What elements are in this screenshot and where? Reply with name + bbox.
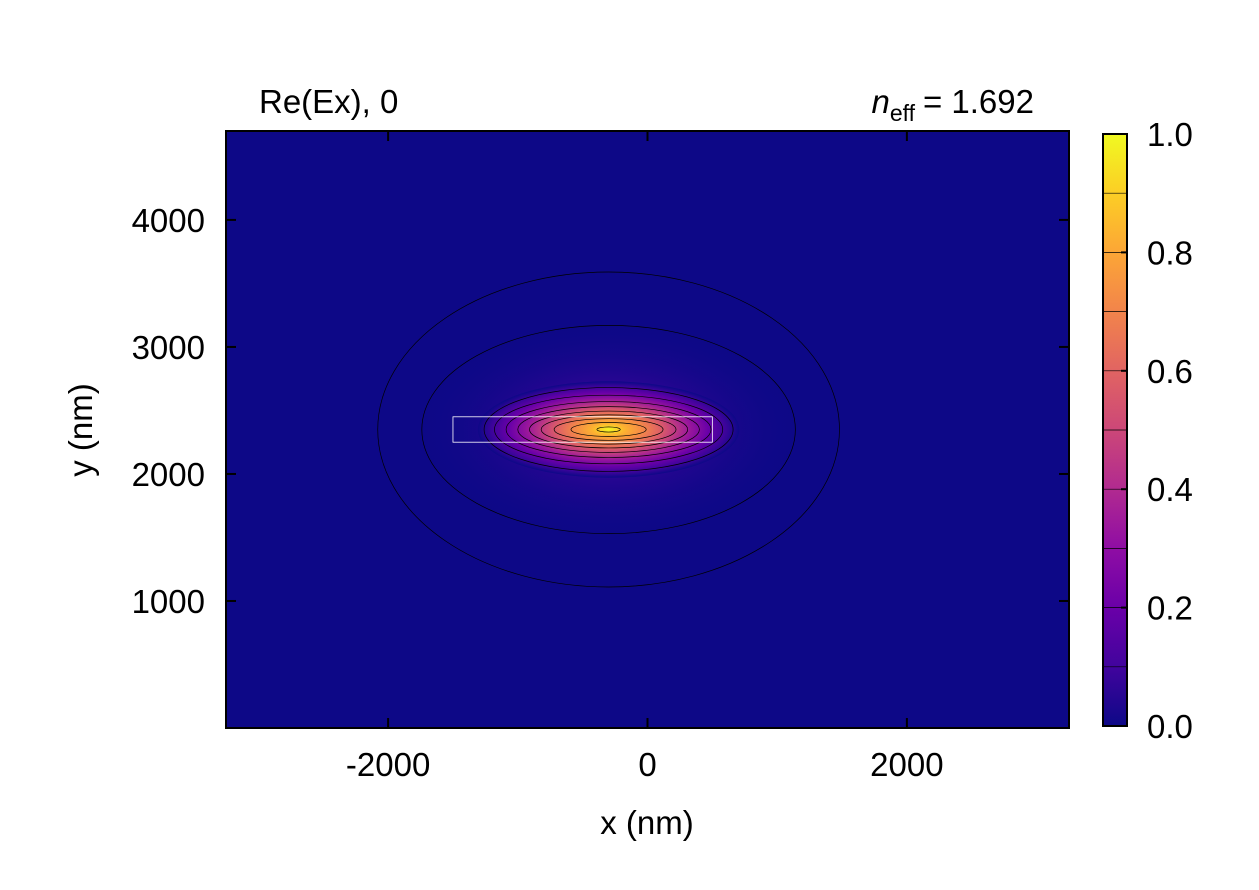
y-tick-label: 1000 xyxy=(132,583,205,620)
colorbar-tick-label: 0.4 xyxy=(1147,471,1193,508)
contour-line xyxy=(529,410,689,449)
x-tick-label: 0 xyxy=(638,746,656,783)
title-right: neff = 1.692 xyxy=(871,83,1034,126)
contour-line xyxy=(540,414,677,445)
x-axis-label: x (nm) xyxy=(600,804,694,841)
colorbar-tick-label: 0.2 xyxy=(1147,590,1193,627)
contour-line xyxy=(553,418,664,441)
field-core xyxy=(477,381,740,478)
contour-line xyxy=(505,401,712,458)
neff-value: = 1.692 xyxy=(923,83,1034,120)
axis-ticks xyxy=(226,131,1069,728)
neff-symbol: n xyxy=(871,83,889,120)
contour-line xyxy=(596,426,621,433)
colorbar-tick-label: 0.6 xyxy=(1147,353,1193,390)
contour-line xyxy=(494,394,724,465)
contour-line xyxy=(377,271,840,588)
y-tick-labels: 1000 2000 3000 4000 xyxy=(132,202,205,620)
contour-line xyxy=(517,406,700,453)
title-left: Re(Ex), 0 xyxy=(259,83,398,120)
y-tick-label: 2000 xyxy=(132,456,205,493)
colorbar-tick-label: 1.0 xyxy=(1147,116,1193,153)
contour-line xyxy=(421,324,796,535)
colorbar-frame xyxy=(1102,133,1128,727)
y-tick-label: 4000 xyxy=(132,202,205,239)
neff-subscript: eff xyxy=(890,100,916,126)
contour-lines xyxy=(377,271,840,588)
colorbar: 0.0 0.2 0.4 0.6 0.8 1.0 xyxy=(1102,116,1193,745)
colorbar-tick-label: 0.8 xyxy=(1147,234,1193,271)
y-axis-label: y (nm) xyxy=(62,383,99,477)
y-tick-label: 3000 xyxy=(132,329,205,366)
contour-line xyxy=(483,387,734,472)
x-tick-labels: -2000 0 2000 xyxy=(346,746,944,783)
colorbar-tick-label: 0.0 xyxy=(1147,708,1193,745)
x-tick-label: 2000 xyxy=(870,746,943,783)
colorbar-level-lines xyxy=(1103,133,1127,727)
x-tick-label: -2000 xyxy=(346,746,430,783)
plot-area xyxy=(225,130,1070,729)
contour-line xyxy=(570,422,647,437)
colorbar-tick-labels: 0.0 0.2 0.4 0.6 0.8 1.0 xyxy=(1147,116,1193,745)
waveguide-outline xyxy=(452,416,713,443)
